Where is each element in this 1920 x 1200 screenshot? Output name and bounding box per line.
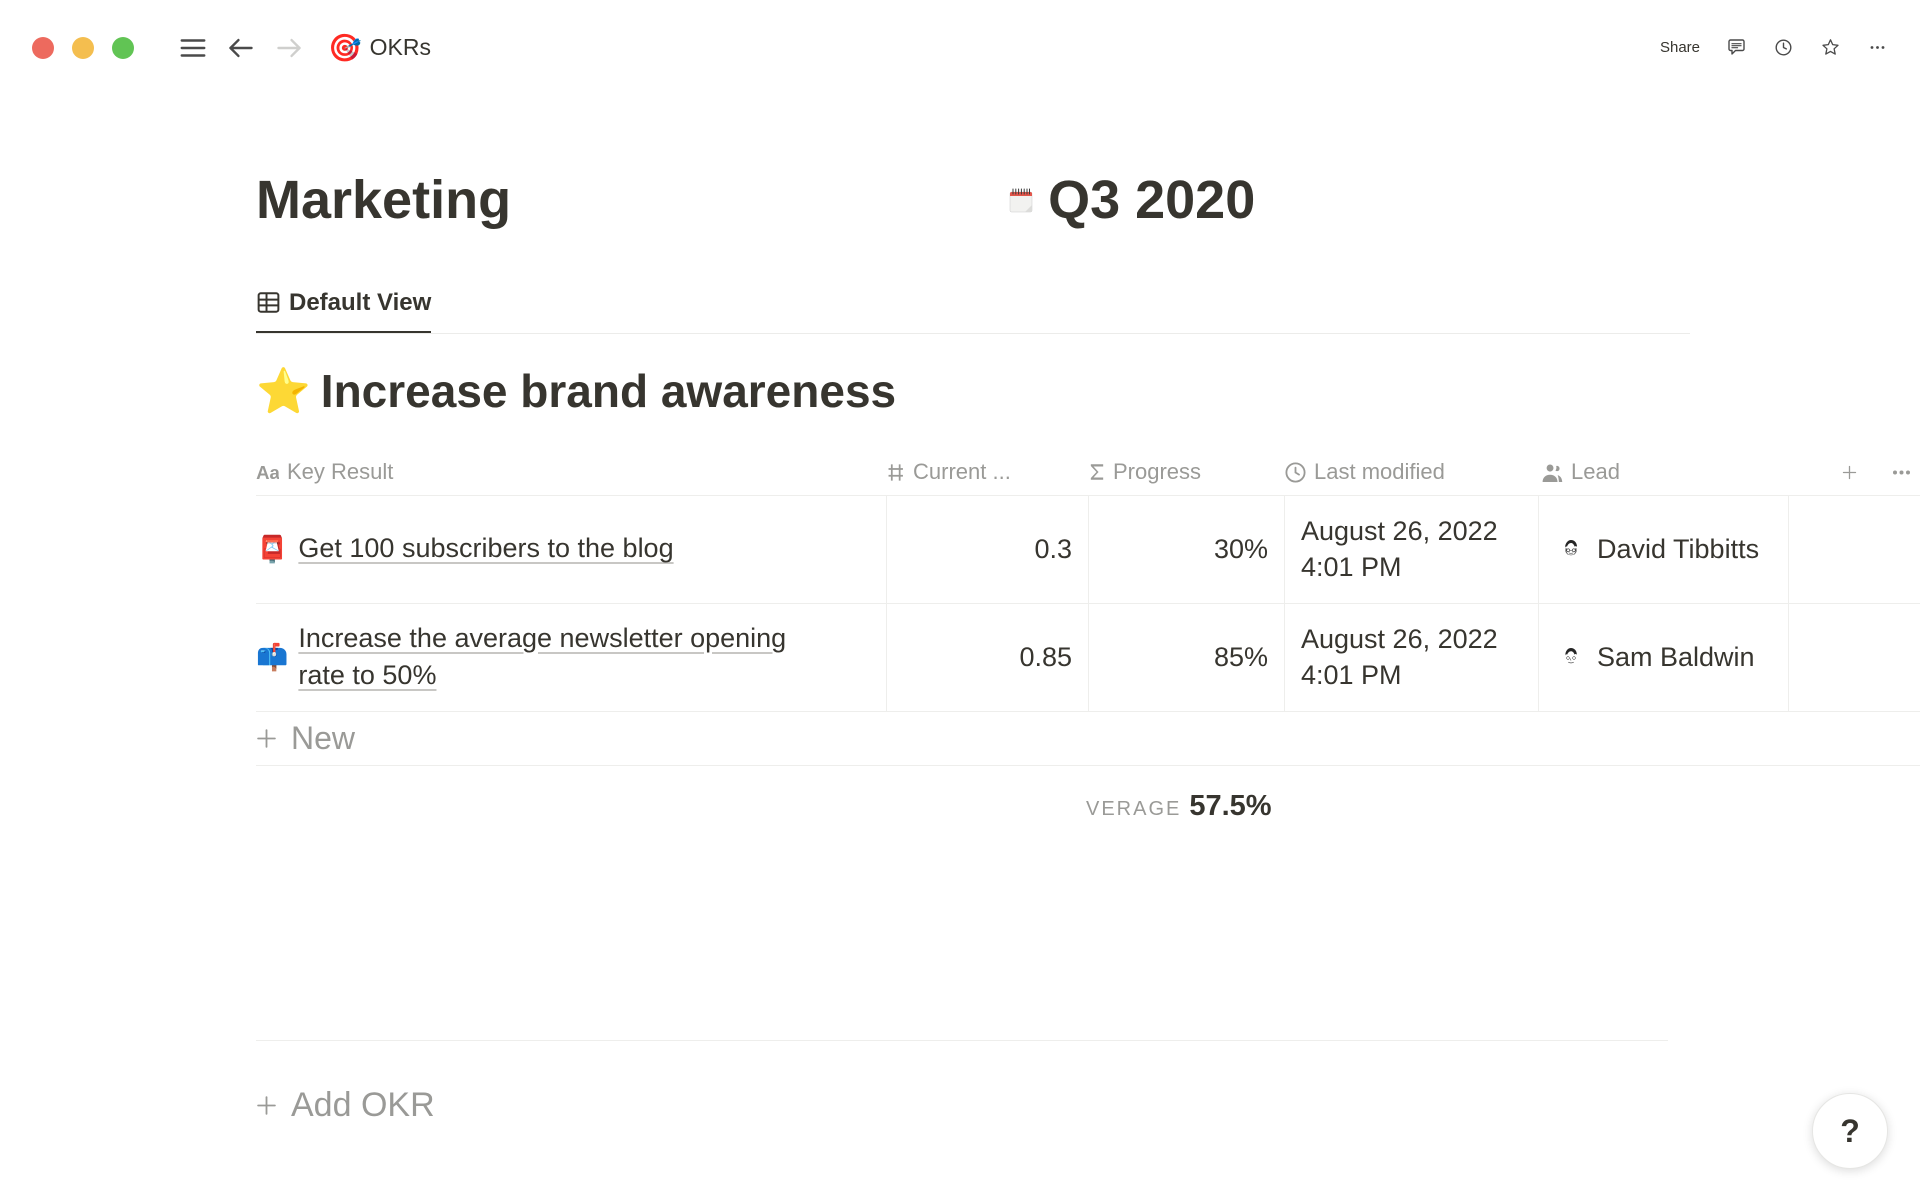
svg-text:Aa: Aa: [256, 462, 279, 482]
